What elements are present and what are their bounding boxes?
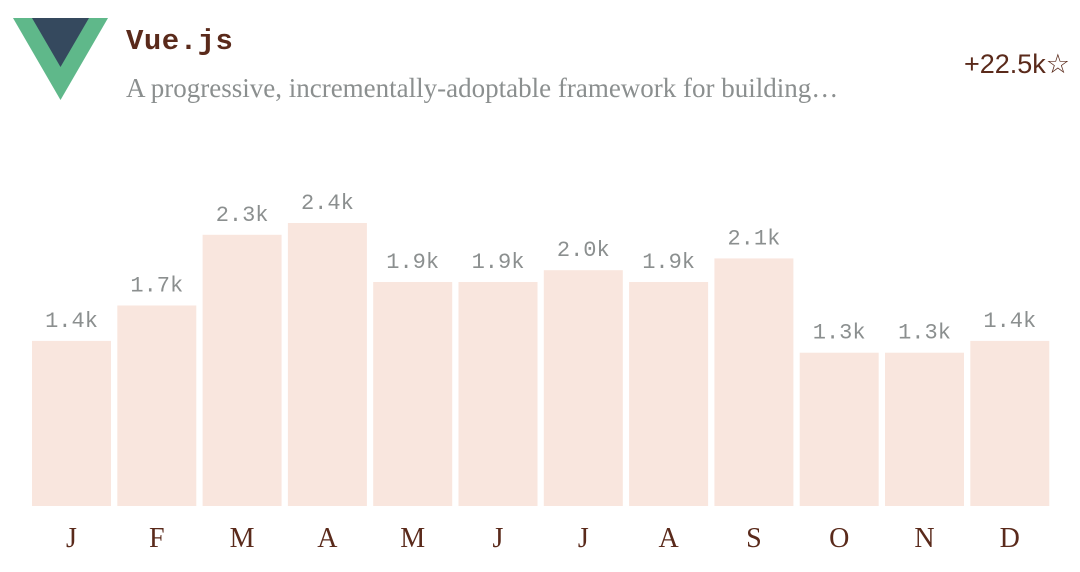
month-tick-label: J <box>493 523 504 554</box>
bar-value-label: 2.3k <box>216 203 269 228</box>
bar-8 <box>714 258 794 506</box>
bar-value-label: 2.1k <box>727 226 780 251</box>
month-tick-label: O <box>829 523 849 554</box>
month-tick-label: F <box>149 523 165 554</box>
bar-value-label: 2.0k <box>557 238 610 263</box>
month-tick-label: N <box>914 523 934 554</box>
bar-value-label: 1.9k <box>642 250 695 275</box>
bar-value-label: 1.4k <box>983 309 1036 334</box>
bar-value-label: 1.9k <box>472 250 525 275</box>
repo-description: A progressive, incrementally-adoptable f… <box>126 73 839 103</box>
bar-value-label: 1.3k <box>898 321 951 346</box>
bar-4 <box>373 282 453 506</box>
bar-value-label: 1.3k <box>813 321 866 346</box>
month-tick-label: J <box>578 523 589 554</box>
bar-7 <box>629 282 709 506</box>
bar-6 <box>543 270 623 506</box>
month-tick-label: A <box>658 523 679 554</box>
bar-11 <box>970 340 1050 506</box>
month-tick-label: J <box>66 523 77 554</box>
bar-3 <box>287 223 367 506</box>
bar-2 <box>202 234 282 507</box>
month-tick-label: M <box>230 523 255 554</box>
star-count: +22.5k☆ <box>963 49 1070 79</box>
bar-5 <box>458 282 538 506</box>
bar-value-label: 1.9k <box>386 250 439 275</box>
bar-value-label: 2.4k <box>301 191 354 216</box>
vue-logo-icon <box>13 18 108 100</box>
month-tick-label: M <box>400 523 425 554</box>
month-tick-label: S <box>746 523 762 554</box>
month-tick-label: A <box>317 523 338 554</box>
bar-0 <box>32 340 111 506</box>
monthly-stars-bar-chart: 1.4k J 1.7k F 2.3k M 2.4k A 1.9k M 1.9k J 2.0k J 1.9k A… <box>32 191 1050 554</box>
bar-1 <box>117 305 197 506</box>
repo-name[interactable]: Vue.js <box>126 25 234 58</box>
month-tick-label: D <box>1000 523 1020 554</box>
bar-value-label: 1.4k <box>45 309 98 334</box>
bar-10 <box>885 352 964 506</box>
bar-value-label: 1.7k <box>130 274 183 299</box>
bar-9 <box>799 352 879 506</box>
